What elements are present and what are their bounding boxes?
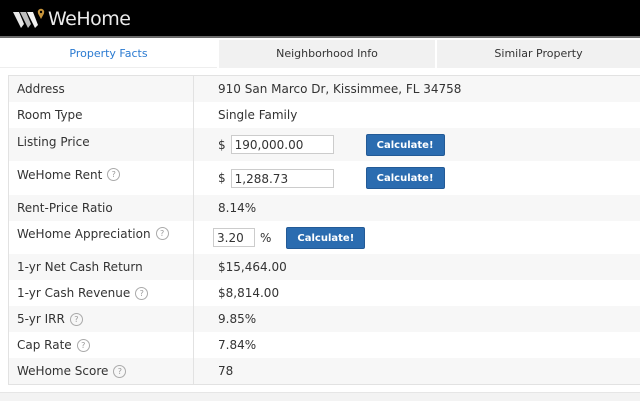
top-bar: WeHome <box>0 0 640 38</box>
wehome-logo-icon <box>12 8 46 30</box>
row-cash-revenue: 1-yr Cash Revenue ? $8,814.00 <box>9 280 640 306</box>
appreciation-label-cell: WeHome Appreciation ? <box>9 221 194 254</box>
currency-symbol: $ <box>218 137 226 152</box>
help-icon[interactable]: ? <box>135 286 149 300</box>
listing-price-label-cell: Listing Price <box>9 128 194 161</box>
cash-revenue-label-cell: 1-yr Cash Revenue ? <box>9 280 194 306</box>
appreciation-cell: 3.20 % Calculate! <box>194 221 640 254</box>
wehome-rent-label-cell: WeHome Rent ? <box>9 161 194 195</box>
cash-revenue-label: 1-yr Cash Revenue <box>17 286 131 300</box>
row-cap-rate: Cap Rate ? 7.84% <box>9 332 640 358</box>
wehome-rent-label: WeHome Rent <box>17 168 103 182</box>
brand-logo[interactable]: WeHome <box>12 8 131 30</box>
bottom-scroll-area <box>0 392 640 401</box>
wehome-rent-input[interactable]: 1,288.73 <box>230 168 334 188</box>
net-cash-return-value: $15,464.00 <box>218 260 287 274</box>
row-wehome-score: WeHome Score ? 78 <box>9 358 640 384</box>
percent-unit: % <box>260 230 272 245</box>
cash-revenue-value: $8,814.00 <box>218 286 280 300</box>
tab-bar: Property Facts Neighborhood Info Similar… <box>0 40 640 70</box>
cap-rate-label: Cap Rate <box>17 338 72 352</box>
wehome-rent-calculate-button[interactable]: Calculate! <box>365 167 445 189</box>
irr-label: 5-yr IRR <box>17 312 65 326</box>
tab-neighborhood-info[interactable]: Neighborhood Info <box>219 40 435 68</box>
appreciation-calculate-button[interactable]: Calculate! <box>286 226 366 249</box>
currency-symbol: $ <box>218 171 226 185</box>
help-icon[interactable]: ? <box>113 364 127 378</box>
address-label: Address <box>9 76 194 102</box>
row-net-cash-return: 1-yr Net Cash Return $15,464.00 <box>9 254 640 280</box>
row-appreciation: WeHome Appreciation ? 3.20 % Calculate! <box>9 221 640 254</box>
help-icon[interactable]: ? <box>107 168 121 181</box>
rent-price-ratio-value: 8.14% <box>218 201 257 215</box>
brand-name: WeHome <box>48 8 131 30</box>
wehome-rent-cell: $ 1,288.73 Calculate! <box>194 161 640 195</box>
room-type-value: Single Family <box>218 108 298 122</box>
irr-value: 9.85% <box>218 312 257 326</box>
row-room-type: Room Type Single Family <box>9 102 640 128</box>
help-icon[interactable]: ? <box>69 312 83 326</box>
help-icon[interactable]: ? <box>155 227 169 240</box>
row-irr: 5-yr IRR ? 9.85% <box>9 306 640 332</box>
row-address: Address 910 San Marco Dr, Kissimmee, FL … <box>9 76 640 102</box>
appreciation-label: WeHome Appreciation <box>17 227 151 241</box>
row-rent-price-ratio: Rent-Price Ratio 8.14% <box>9 195 640 221</box>
tab-similar-property[interactable]: Similar Property <box>437 40 640 68</box>
help-icon[interactable]: ? <box>76 338 90 352</box>
listing-price-label: Listing Price <box>17 135 90 149</box>
score-label: WeHome Score <box>17 364 109 378</box>
row-listing-price: Listing Price $ 190,000.00 Calculate! <box>9 128 640 161</box>
row-wehome-rent: WeHome Rent ? $ 1,288.73 Calculate! <box>9 161 640 195</box>
irr-label-cell: 5-yr IRR ? <box>9 306 194 332</box>
score-value: 78 <box>218 364 234 378</box>
cap-rate-label-cell: Cap Rate ? <box>9 332 194 358</box>
address-value: 910 San Marco Dr, Kissimmee, FL 34758 <box>218 82 462 96</box>
listing-price-calculate-button[interactable]: Calculate! <box>365 133 445 156</box>
rent-price-ratio-label: Rent-Price Ratio <box>9 195 194 221</box>
listing-price-input[interactable]: 190,000.00 <box>230 135 334 154</box>
listing-price-cell: $ 190,000.00 Calculate! <box>194 128 640 161</box>
cap-rate-value: 7.84% <box>218 338 257 352</box>
room-type-label: Room Type <box>9 102 194 128</box>
tab-property-facts[interactable]: Property Facts <box>0 40 217 68</box>
score-label-cell: WeHome Score ? <box>9 358 194 384</box>
property-facts-table: Address 910 San Marco Dr, Kissimmee, FL … <box>8 75 640 385</box>
appreciation-input[interactable]: 3.20 <box>213 228 255 247</box>
net-cash-return-label: 1-yr Net Cash Return <box>9 254 194 280</box>
